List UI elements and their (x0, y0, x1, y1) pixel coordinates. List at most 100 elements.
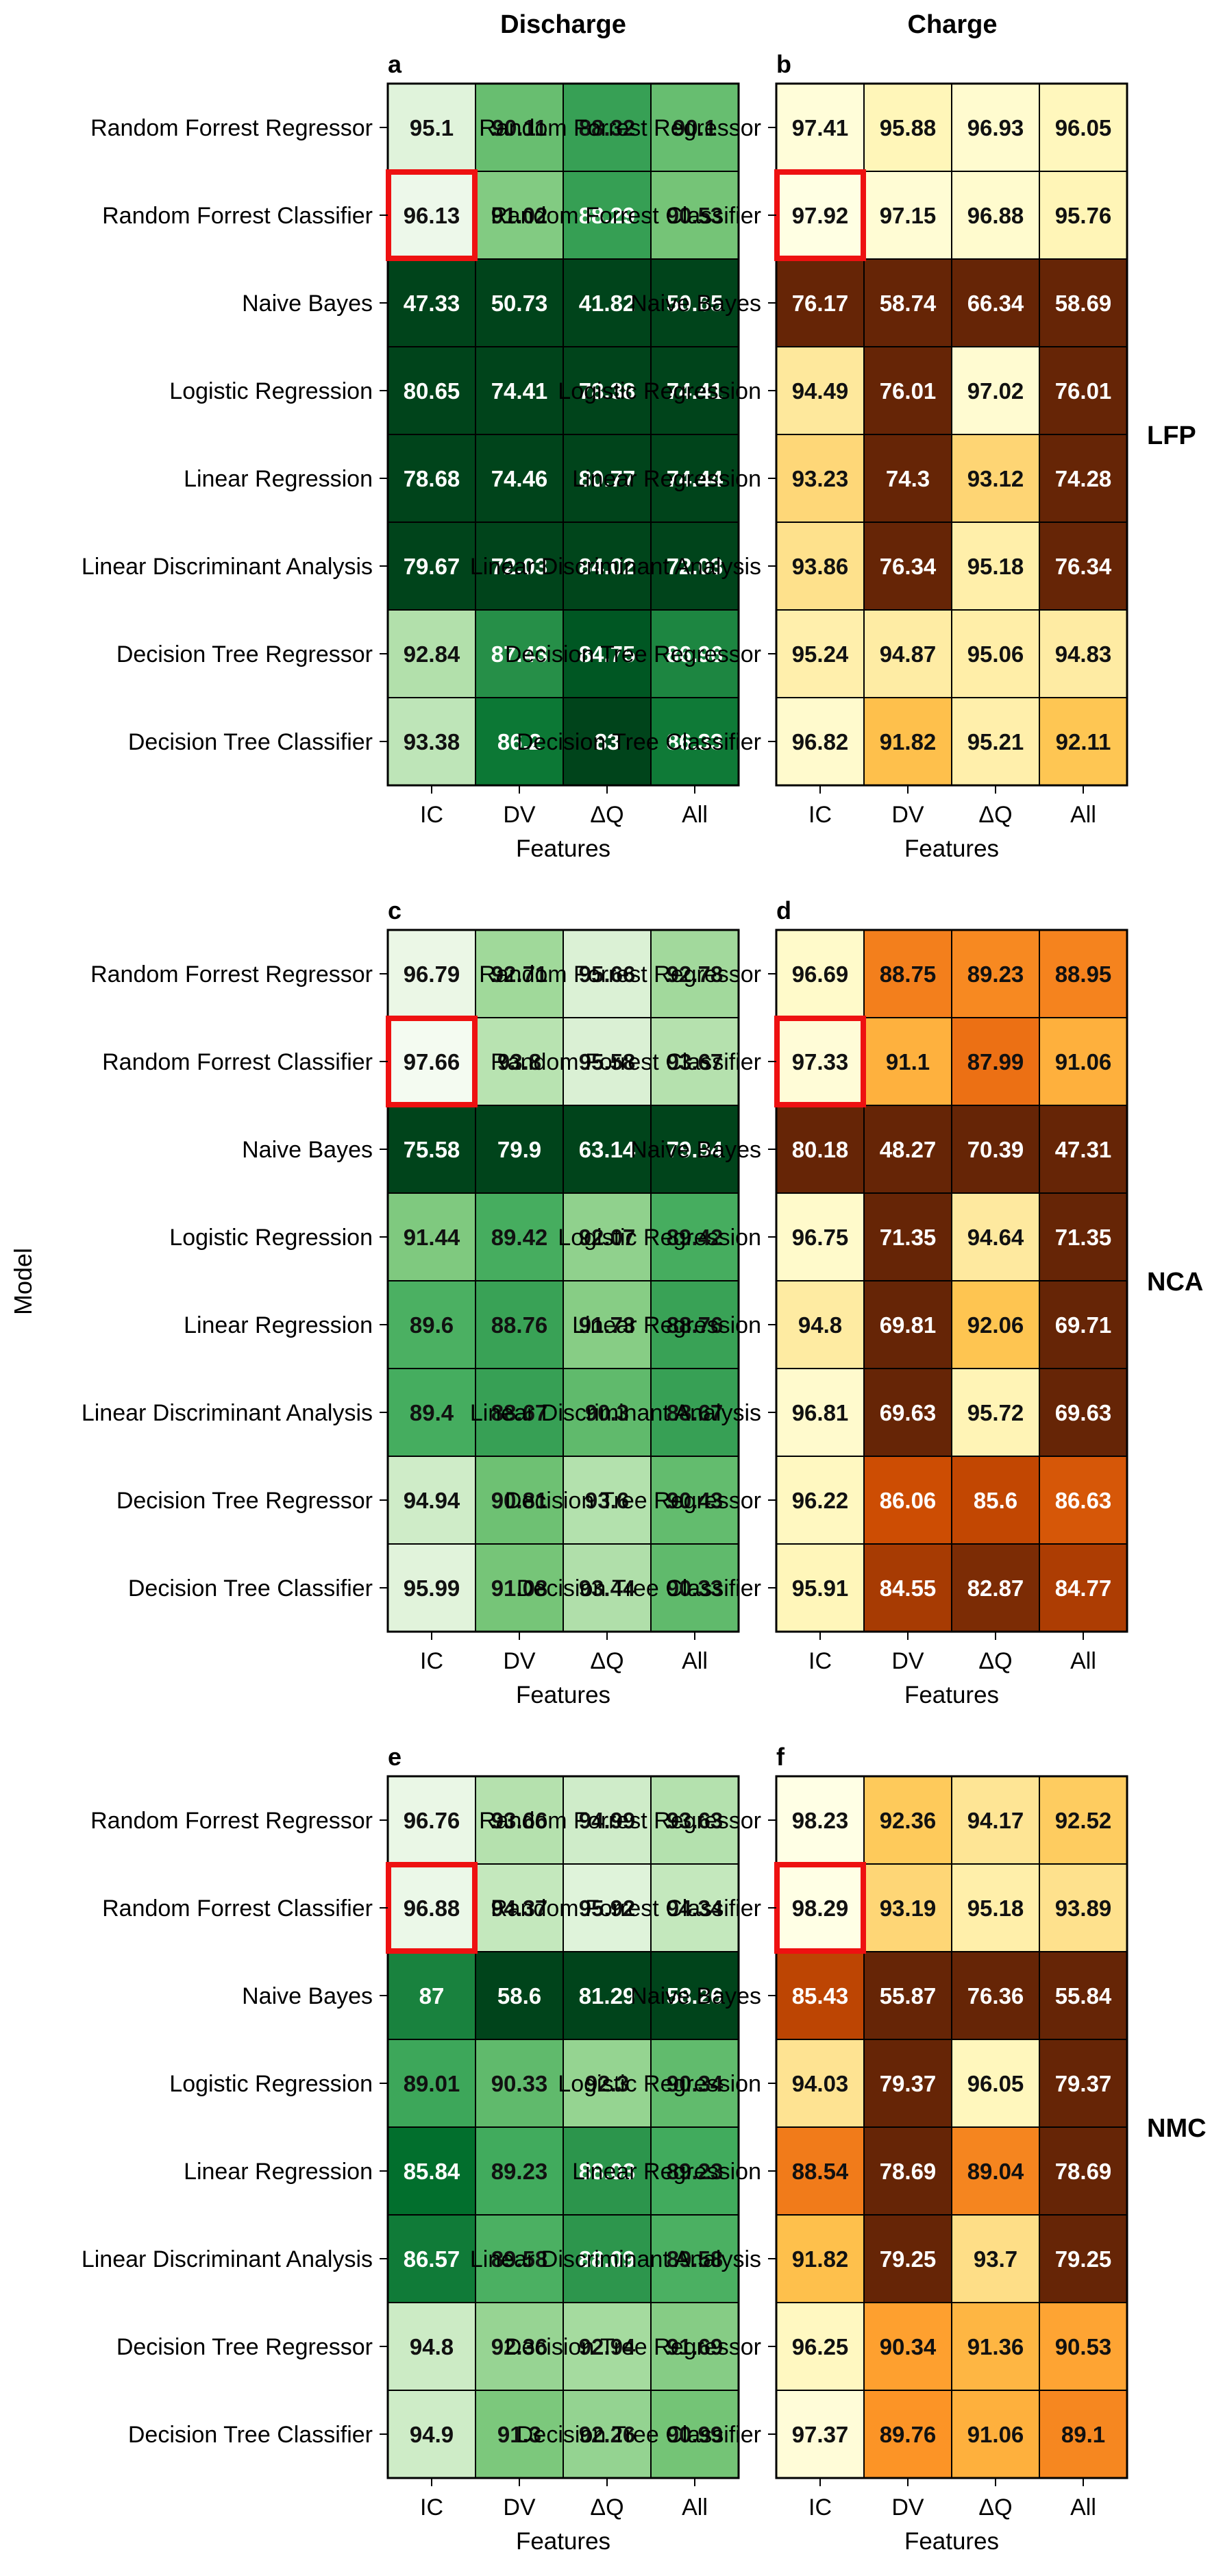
cell-value-label: 79.37 (1055, 2071, 1112, 2096)
heatmap-cell (563, 2039, 652, 2128)
y-tick-label: Naive Bayes (630, 291, 761, 317)
cell-value-label: 96.93 (967, 115, 1024, 140)
heatmap-cell (650, 609, 739, 698)
cell-value-label: 91.69 (667, 2334, 724, 2359)
heatmap-cell (650, 1192, 739, 1281)
y-tick-label: Random Forrest Regressor (479, 115, 761, 141)
cell-value-label: 47.31 (1055, 1137, 1112, 1162)
cell-value-label: 91.06 (1055, 1049, 1112, 1075)
cell-value-label: 88.76 (667, 1312, 724, 1338)
heatmap-cell (475, 258, 564, 347)
heatmap-cell (475, 609, 564, 698)
y-tick-label: Linear Discriminant Analysis (82, 554, 373, 580)
cell-value-label: 95.58 (579, 1049, 636, 1075)
cell-value-label: 93.8 (497, 1049, 541, 1075)
cell-value-label: 79.67 (404, 554, 460, 579)
cell-value-label: 88.95 (1055, 961, 1112, 987)
row-label-nca: NCA (1147, 1268, 1203, 1297)
panel-letter: c (388, 896, 402, 924)
y-tick-label: Random Forrest Regressor (479, 961, 761, 988)
row-label-nmc: NMC (1147, 2114, 1207, 2143)
heatmap-cell (387, 609, 476, 698)
cell-value-label: 92.52 (1055, 1808, 1112, 1833)
cell-value-label: 80.65 (404, 378, 460, 404)
heatmap-cell (650, 1951, 739, 2040)
cell-value-label: 89.1 (1061, 2422, 1105, 2447)
cell-value-label: 92.94 (579, 2334, 636, 2359)
heatmap-cell (863, 1951, 952, 2040)
cell-value-label: 91.73 (579, 1312, 636, 1338)
heatmap-cell (563, 1456, 652, 1545)
cell-value-label: 97.37 (792, 2422, 849, 2447)
y-tick-label: Random Forrest Classifier (491, 203, 761, 229)
x-axis-title: Features (516, 2528, 610, 2555)
cell-value-label: 82.87 (967, 1575, 1024, 1601)
cell-value-label: 90.53 (1055, 2334, 1112, 2359)
cell-value-label: 93.63 (667, 1808, 724, 1833)
heatmap-cell (863, 434, 952, 523)
heatmap-cell (387, 171, 476, 260)
cell-value-label: 95.24 (792, 641, 849, 667)
cell-value-label: 88.67 (667, 1400, 724, 1425)
cell-value-label: 74.44 (667, 466, 724, 491)
cell-value-label: 72.03 (667, 554, 724, 579)
best-model-highlight (386, 1862, 478, 1954)
heatmap-cell (863, 697, 952, 786)
x-tick-label: DV (503, 2494, 536, 2520)
cell-value-label: 69.71 (1055, 1312, 1112, 1338)
cell-value-label: 80.77 (579, 466, 636, 491)
cell-value-label: 92.36 (880, 1808, 937, 1833)
cell-value-label: 74.28 (1055, 466, 1112, 491)
x-tick-label: ΔQ (590, 2494, 623, 2520)
y-tick-label: Decision Tree Classifier (128, 2422, 373, 2448)
cell-value-label: 90.33 (667, 1575, 724, 1601)
cell-value-label: 93.23 (792, 466, 849, 491)
heatmap-cell (863, 83, 952, 172)
cell-value-label: 76.17 (792, 291, 849, 316)
y-tick-label: Decision Tree Regressor (116, 1488, 373, 1514)
cell-value-label: 89.23 (491, 2159, 548, 2184)
cell-value-label: 90.33 (491, 2071, 548, 2096)
heatmap-cell (951, 1456, 1040, 1545)
x-tick-label: DV (891, 1648, 924, 1674)
best-model-highlight (774, 169, 866, 261)
y-tick-label: Decision Tree Classifier (128, 729, 373, 755)
cell-value-label: 97.33 (792, 1049, 849, 1075)
heatmap-cell (863, 522, 952, 611)
heatmap-cell (563, 171, 652, 260)
y-tick-label: Random Forrest Regressor (90, 1808, 373, 1834)
cell-value-label: 93.44 (579, 1575, 636, 1601)
cell-value-label: 58.69 (1055, 291, 1112, 316)
cell-value-label: 96.81 (792, 1400, 849, 1425)
cell-value-label: 94.03 (792, 2071, 849, 2096)
cell-value-label: 89.58 (491, 2246, 548, 2272)
cell-value-label: 94.49 (792, 378, 849, 404)
y-tick-label: Decision Tree Classifier (517, 2422, 761, 2448)
y-tick-label: Linear Regression (184, 2159, 373, 2185)
y-tick-label: Decision Tree Regressor (505, 1488, 761, 1514)
cell-value-label: 91.06 (967, 2422, 1024, 2447)
cell-value-label: 63.14 (579, 1137, 636, 1162)
heatmap-cell (650, 1368, 739, 1457)
cell-value-label: 92.06 (967, 1312, 1024, 1338)
heatmap-cell (563, 346, 652, 435)
heatmap-cell (863, 171, 952, 260)
heatmap-cell (776, 2039, 865, 2128)
cell-value-label: 50.73 (491, 291, 548, 316)
heatmap-cell (776, 1863, 865, 1952)
heatmap-cell (951, 434, 1040, 523)
cell-value-label: 94.8 (410, 2334, 454, 2359)
y-tick-label: Decision Tree Regressor (505, 641, 761, 667)
cell-value-label: 96.82 (792, 729, 849, 755)
cell-value-label: 97.92 (792, 203, 849, 228)
cell-value-label: 96.76 (404, 1808, 460, 1833)
y-tick-label: Linear Discriminant Analysis (82, 1400, 373, 1426)
heatmap-cell (951, 2214, 1040, 2303)
heatmap-cell (475, 2039, 564, 2128)
cell-value-label: 72.03 (491, 554, 548, 579)
cell-value-label: 69.81 (880, 1312, 937, 1338)
heatmap-cell (475, 697, 564, 786)
cell-value-label: 84.02 (579, 554, 636, 579)
cell-value-label: 58.74 (880, 291, 937, 316)
